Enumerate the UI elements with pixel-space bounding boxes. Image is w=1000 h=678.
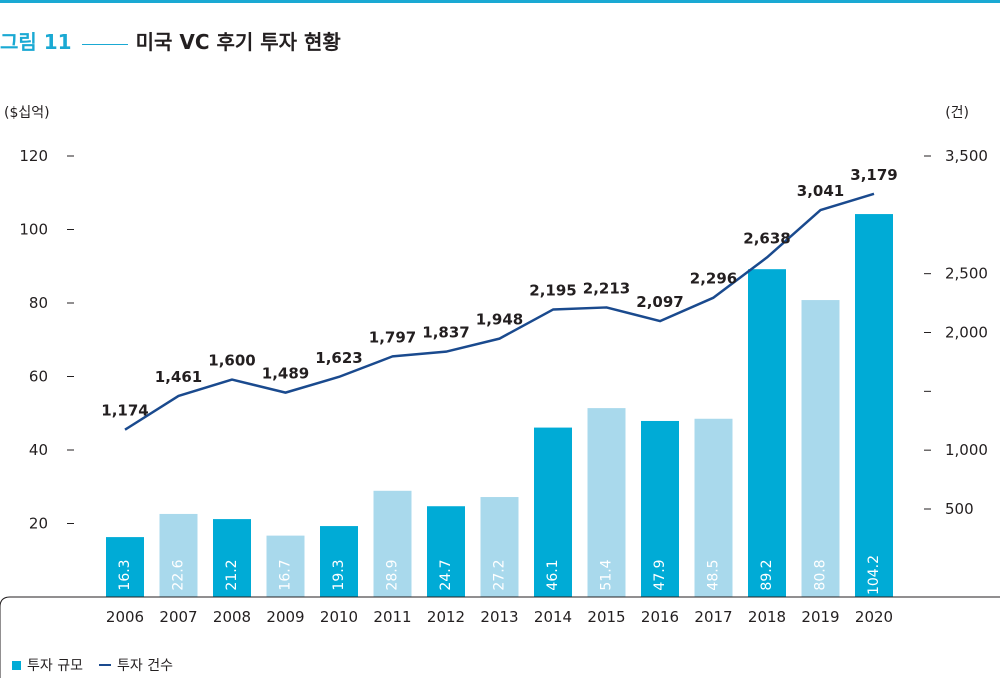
- line-value-label: 1,174: [101, 402, 148, 420]
- bar-value-label: 47.9: [652, 559, 668, 590]
- x-tick-label: 2018: [748, 608, 786, 626]
- bar: [694, 418, 733, 597]
- right-tick-label: 1,000: [945, 441, 988, 459]
- left-axis-unit: ($십억): [4, 105, 50, 121]
- bar: [855, 214, 893, 597]
- x-tick-label: 2012: [427, 608, 465, 626]
- bar-value-label: 80.8: [813, 559, 829, 590]
- bar: [373, 490, 412, 597]
- bar: [641, 420, 679, 597]
- legend-line-swatch: [98, 664, 111, 666]
- line-value-label: 2,195: [529, 282, 576, 300]
- x-tick-label: 2011: [373, 608, 411, 626]
- left-tick-label: 40: [29, 441, 48, 459]
- right-tick-label: 2,500: [945, 265, 988, 283]
- bar: [801, 300, 840, 597]
- line-value-label: 1,797: [369, 328, 416, 346]
- bar-value-label: 51.4: [599, 559, 615, 590]
- x-tick-label: 2007: [159, 608, 197, 626]
- x-tick-label: 2008: [213, 608, 251, 626]
- figure-title: 미국 VC 후기 투자 현황: [135, 30, 341, 54]
- bar-value-label: 27.2: [492, 559, 508, 590]
- bar: [427, 506, 465, 597]
- x-tick-label: 2016: [641, 608, 679, 626]
- bar-value-label: 48.5: [706, 559, 722, 590]
- line-value-label: 1,489: [262, 365, 309, 383]
- bar: [534, 427, 572, 597]
- bar-value-label: 16.3: [117, 559, 133, 590]
- left-tick-label: 100: [19, 221, 48, 239]
- bar: [266, 535, 305, 597]
- bar-value-label: 21.2: [224, 559, 240, 590]
- bar-value-label: 89.2: [759, 559, 775, 590]
- x-axis-line: [0, 596, 1000, 678]
- bar-value-label: 28.9: [385, 559, 401, 590]
- bar: [748, 269, 786, 597]
- line-value-label: 1,948: [476, 311, 523, 329]
- figure-label: 그림 11: [0, 30, 72, 54]
- right-axis-unit: (건): [945, 105, 969, 121]
- x-tick-label: 2009: [266, 608, 304, 626]
- left-tick-label: 20: [29, 515, 48, 533]
- figure-dash: [81, 44, 128, 45]
- bar: [587, 408, 626, 597]
- top-rule: [0, 0, 1000, 3]
- line-value-label: 1,600: [208, 352, 255, 370]
- bar-value-label: 46.1: [545, 559, 561, 590]
- bar: [106, 537, 144, 597]
- bar-value-label: 19.3: [331, 559, 347, 590]
- bar: [159, 513, 198, 597]
- right-tick-label: 3,500: [945, 147, 988, 165]
- line-value-label: 1,461: [155, 368, 202, 386]
- left-tick-label: 60: [29, 368, 48, 386]
- line-value-label: 2,097: [636, 293, 683, 311]
- bar-value-label: 24.7: [438, 559, 454, 590]
- legend-bar-swatch: [12, 660, 21, 670]
- x-tick-label: 2017: [694, 608, 732, 626]
- x-tick-label: 2014: [534, 608, 572, 626]
- bar-value-label: 104.2: [866, 555, 882, 595]
- line-value-label: 1,623: [315, 349, 362, 367]
- right-tick-label: 2,000: [945, 324, 988, 342]
- x-tick-label: 2013: [480, 608, 518, 626]
- line-value-label: 1,837: [422, 324, 469, 342]
- right-tick-label: 500: [945, 500, 974, 518]
- x-tick-label: 2019: [801, 608, 839, 626]
- x-tick-label: 2006: [106, 608, 144, 626]
- figure-header: 그림 11 미국 VC 후기 투자 현황: [0, 26, 341, 56]
- legend: 투자 규모 투자 건수: [12, 655, 173, 675]
- bar: [480, 497, 519, 597]
- line-value-label: 2,213: [583, 279, 630, 297]
- bar-value-label: 16.7: [278, 559, 294, 590]
- line-value-label: 2,638: [743, 229, 790, 247]
- line-value-label: 2,296: [690, 270, 737, 288]
- line-series: [124, 192, 875, 431]
- x-tick-label: 2010: [320, 608, 358, 626]
- left-tick-label: 80: [29, 294, 48, 312]
- bar: [213, 519, 251, 597]
- left-tick-label: 120: [19, 147, 48, 165]
- bar-value-label: 22.6: [171, 559, 187, 590]
- legend-line-label: 투자 건수: [116, 658, 173, 674]
- legend-bar-label: 투자 규모: [27, 658, 83, 674]
- x-tick-label: 2020: [855, 608, 893, 626]
- bar: [320, 526, 358, 597]
- x-tick-label: 2015: [587, 608, 625, 626]
- line-value-label: 3,179: [850, 166, 897, 184]
- line-value-label: 3,041: [797, 182, 844, 200]
